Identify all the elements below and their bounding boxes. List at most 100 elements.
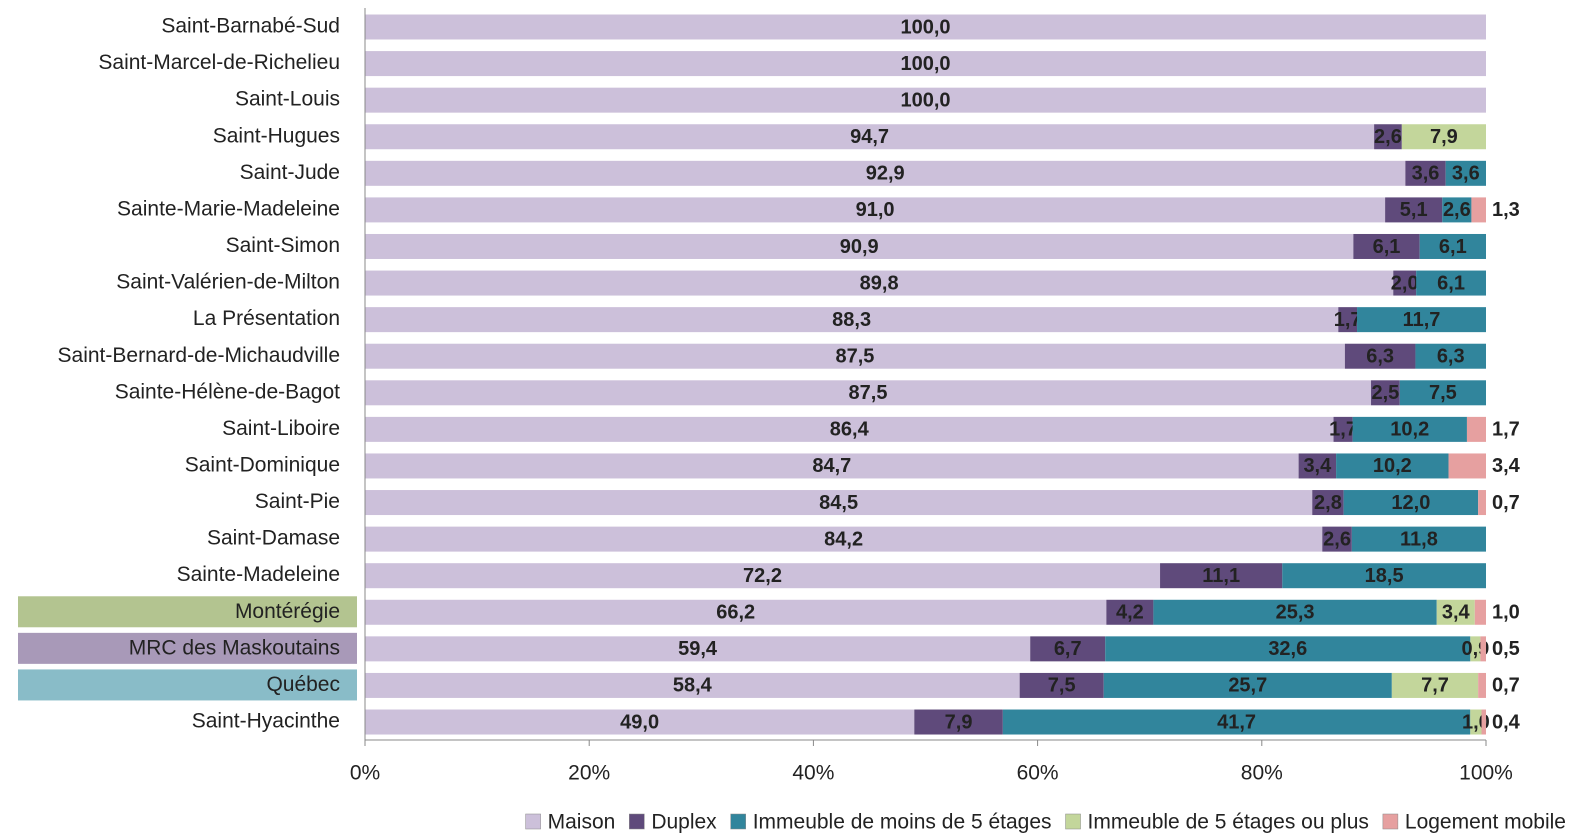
data-label: 59,4 <box>678 638 718 660</box>
bar-segment <box>1344 343 1416 369</box>
data-label: 87,5 <box>849 382 888 404</box>
category-label: Sainte-Hélène-de-Bagot <box>115 380 340 403</box>
category-label: Saint-Dominique <box>185 454 340 477</box>
bar-segment <box>1478 672 1486 698</box>
bar-segment <box>1385 197 1443 223</box>
data-label: 6,1 <box>1439 236 1467 258</box>
category-label: Sainte-Madeleine <box>177 563 340 586</box>
bar-segment <box>1436 599 1475 625</box>
data-label: 12,0 <box>1391 492 1430 514</box>
legend-label: Logement mobile <box>1405 811 1566 834</box>
bar-segment <box>1445 160 1486 186</box>
bar-segment <box>365 14 1486 40</box>
data-label: 7,5 <box>1429 382 1457 404</box>
bar-segment <box>1481 709 1486 735</box>
legend-swatch <box>730 813 746 830</box>
bar-segment <box>365 233 1354 259</box>
bar-segment <box>365 672 1020 698</box>
data-label: 2,6 <box>1323 528 1351 550</box>
x-tick-label: 60% <box>1017 762 1059 785</box>
category-highlight <box>18 669 357 701</box>
bar-segment <box>1415 343 1486 369</box>
data-label: 86,4 <box>830 419 870 441</box>
data-label: 6,1 <box>1437 272 1465 294</box>
data-label: 89,8 <box>860 272 899 294</box>
legend-swatch <box>525 813 541 830</box>
data-label: 3,6 <box>1452 163 1480 185</box>
bar-segment <box>1106 599 1154 625</box>
bar-segment <box>365 343 1345 369</box>
data-label: 41,7 <box>1217 711 1256 733</box>
category-label: MRC des Maskoutains <box>129 636 340 659</box>
bar-segment <box>1153 599 1437 625</box>
data-label: 2,6 <box>1374 126 1402 148</box>
category-label: Sainte-Marie-Madeleine <box>117 197 340 220</box>
x-tick-label: 0% <box>350 762 380 785</box>
data-label: 72,2 <box>743 565 782 587</box>
data-label: 1,3 <box>1492 199 1520 221</box>
data-label: 6,3 <box>1437 346 1465 368</box>
data-label: 7,9 <box>1430 126 1458 148</box>
data-label: 84,2 <box>824 528 863 550</box>
category-label: Saint-Barnabé-Sud <box>161 15 340 38</box>
category-label: Saint-Hugues <box>213 124 340 147</box>
bar-segment <box>1030 636 1106 662</box>
data-label: 90,9 <box>840 236 879 258</box>
data-label: 0,5 <box>1492 638 1520 660</box>
legend-label: Immeuble de 5 étages ou plus <box>1088 811 1369 834</box>
data-label: 1,7 <box>1329 419 1357 441</box>
bar-segment <box>1471 197 1486 223</box>
data-label: 25,7 <box>1228 675 1267 697</box>
bar-segment <box>365 124 1375 150</box>
data-label: 3,6 <box>1412 163 1440 185</box>
bar-segment <box>365 526 1323 552</box>
data-label: 3,4 <box>1492 455 1521 477</box>
bar-segment <box>1416 270 1486 296</box>
bar-segment <box>365 416 1334 442</box>
bar-segment <box>365 197 1386 223</box>
legend-label: Maison <box>548 811 616 834</box>
x-tick-label: 20% <box>568 762 610 785</box>
bar-segment <box>365 636 1031 662</box>
bar-segment <box>1333 416 1353 442</box>
bar-segment <box>1401 124 1486 150</box>
bar-segment <box>365 87 1486 113</box>
bar-segment <box>1480 636 1486 662</box>
bar-segment <box>365 563 1161 589</box>
legend-swatch <box>629 813 645 830</box>
data-label: 94,7 <box>850 126 889 148</box>
bar-segment <box>365 160 1406 186</box>
bar-segment <box>1019 672 1104 698</box>
data-label: 2,6 <box>1443 199 1471 221</box>
data-label: 2,5 <box>1371 382 1399 404</box>
data-label: 0,4 <box>1492 711 1521 733</box>
x-tick-label: 80% <box>1241 762 1283 785</box>
bar-segment <box>365 453 1299 479</box>
bar-segment <box>1470 636 1481 662</box>
data-label: 3,4 <box>1442 602 1471 624</box>
data-label: 2,0 <box>1391 272 1419 294</box>
bar-segment <box>1160 563 1283 589</box>
data-label: 11,1 <box>1202 565 1240 587</box>
legend-swatch <box>1382 813 1399 830</box>
bar-segment <box>1351 526 1486 552</box>
data-label: 0,7 <box>1492 492 1520 514</box>
data-label: 100,0 <box>900 16 950 38</box>
bar-segment <box>1466 416 1486 442</box>
category-label: Saint-Liboire <box>222 417 340 440</box>
bar-segment <box>1338 307 1358 333</box>
bar-segment <box>1336 453 1449 479</box>
data-label: 7,7 <box>1421 675 1449 697</box>
category-label: Saint-Valérien-de-Milton <box>116 271 340 294</box>
data-label: 1,7 <box>1334 309 1362 331</box>
data-label: 6,3 <box>1366 346 1394 368</box>
data-label: 6,7 <box>1054 638 1082 660</box>
bar-segment <box>1312 490 1344 516</box>
data-label: 25,3 <box>1276 602 1315 624</box>
category-label: Saint-Marcel-de-Richelieu <box>98 51 340 74</box>
legend-label: Duplex <box>651 811 717 834</box>
data-label: 11,8 <box>1400 528 1438 550</box>
bar-segment <box>914 709 1003 735</box>
category-label: Québec <box>266 673 340 696</box>
